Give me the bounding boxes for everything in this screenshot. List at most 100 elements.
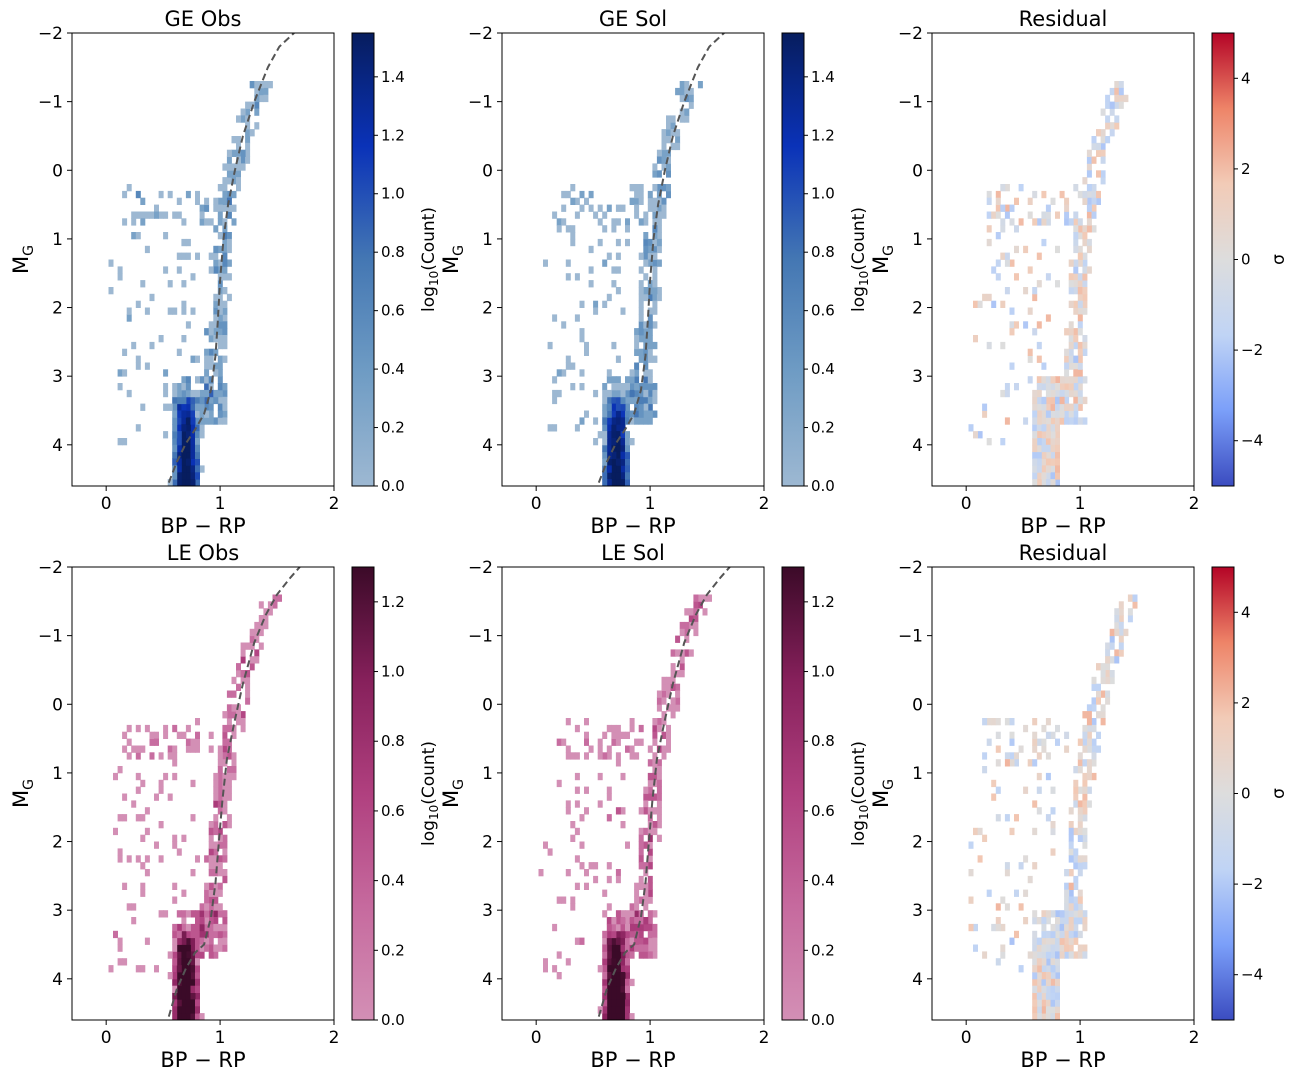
- heatmap-cell: [625, 917, 630, 925]
- heatmap-cell: [656, 218, 662, 226]
- heatmap-cell: [263, 87, 269, 96]
- colorbar-tick-label: 0.0: [381, 1011, 405, 1029]
- heatmap-cell: [1082, 779, 1088, 788]
- heatmap-cell: [561, 218, 567, 226]
- colorbar-tick-label: 1.2: [381, 126, 405, 144]
- heatmap-cell: [195, 389, 200, 398]
- heatmap-cell: [1036, 772, 1042, 781]
- heatmap-cell: [661, 718, 667, 726]
- x-tick-label: 0: [101, 494, 112, 514]
- heatmap-cell: [615, 438, 621, 446]
- heatmap-cell: [652, 245, 658, 254]
- heatmap-cell: [625, 465, 630, 473]
- heatmap-cell: [634, 376, 640, 384]
- heatmap-cell: [1055, 479, 1060, 486]
- heatmap-cell: [1068, 889, 1074, 897]
- heatmap-cell: [570, 232, 576, 240]
- heatmap-cell: [1091, 683, 1097, 691]
- heatmap-cell: [638, 293, 644, 302]
- heatmap-cell: [679, 108, 685, 116]
- heatmap-cell: [1041, 985, 1047, 993]
- heatmap-cell: [1105, 663, 1111, 671]
- heatmap-cell: [199, 903, 205, 911]
- heatmap-cell: [1023, 786, 1029, 794]
- heatmap-cell: [1045, 999, 1051, 1007]
- heatmap-cell: [122, 793, 128, 801]
- heatmap-cell: [158, 211, 164, 219]
- heatmap-cell: [629, 910, 635, 918]
- heatmap-cell: [593, 875, 599, 884]
- heatmap-cell: [1036, 424, 1042, 432]
- heatmap-cell: [634, 190, 640, 199]
- heatmap-cell: [131, 800, 137, 808]
- x-axis-label: BP − RP: [1020, 514, 1105, 538]
- heatmap-cell: [656, 204, 662, 212]
- heatmap-cell: [181, 992, 187, 1000]
- heatmap-cell: [647, 786, 653, 794]
- heatmap-cell: [167, 479, 173, 486]
- heatmap-cell: [1077, 245, 1083, 254]
- heatmap-cell: [144, 362, 150, 370]
- heatmap-cell: [1068, 821, 1074, 829]
- heatmap-cell: [579, 937, 585, 945]
- heatmap-cell: [1004, 252, 1010, 260]
- heatmap-cell: [1055, 280, 1060, 288]
- heatmap-cell: [606, 958, 612, 966]
- heatmap-cell: [1077, 800, 1083, 808]
- heatmap-cell: [204, 917, 210, 925]
- heatmap-cell: [1068, 355, 1074, 363]
- heatmap-cell: [226, 177, 232, 185]
- heatmap-cell: [1091, 697, 1097, 705]
- heatmap-cell: [135, 855, 141, 863]
- heatmap-cell: [1073, 218, 1079, 226]
- heatmap-cell: [995, 923, 1001, 932]
- heatmap-cell: [181, 937, 187, 945]
- heatmap-cell: [620, 972, 626, 980]
- heatmap-cell: [213, 328, 219, 336]
- heatmap-cell: [675, 142, 681, 151]
- colorbar-tick-label: 0.2: [811, 419, 835, 437]
- heatmap-cell: [638, 307, 644, 315]
- heatmap-cell: [140, 862, 146, 870]
- heatmap-cell: [190, 403, 196, 411]
- heatmap-cell: [643, 793, 649, 801]
- heatmap-cell: [135, 362, 141, 370]
- heatmap-cell: [236, 184, 241, 192]
- heatmap-cell: [1118, 87, 1124, 96]
- heatmap-cell: [643, 369, 649, 377]
- heatmap-cell: [1041, 211, 1047, 219]
- y-tick-label: 3: [52, 901, 63, 921]
- heatmap-cell: [1045, 451, 1051, 459]
- heatmap-cell: [172, 458, 178, 466]
- heatmap-cell: [679, 94, 685, 103]
- heatmap-cell: [1082, 793, 1088, 801]
- y-tick-label: 2: [482, 833, 493, 853]
- heatmap-cell: [181, 389, 187, 398]
- heatmap-cell: [643, 417, 649, 425]
- heatmap-cell: [574, 424, 580, 432]
- heatmap-cell: [656, 724, 662, 733]
- heatmap-cell: [588, 245, 594, 254]
- heatmap-cell: [217, 745, 223, 753]
- heatmap-cell: [620, 451, 626, 459]
- heatmap-cell: [1082, 855, 1088, 863]
- heatmap-cell: [1082, 923, 1088, 932]
- heatmap-cell: [1114, 608, 1120, 616]
- heatmap-cell: [231, 204, 237, 212]
- heatmap-cell: [643, 827, 649, 836]
- heatmap-cell: [245, 149, 251, 157]
- heatmap-cell: [652, 718, 658, 726]
- heatmap-cell: [1041, 438, 1047, 446]
- heatmap-cell: [190, 465, 196, 473]
- heatmap-cell: [625, 1006, 630, 1014]
- heatmap-cell: [172, 1006, 178, 1014]
- heatmap-cell: [1045, 472, 1051, 480]
- heatmap-cell: [606, 376, 612, 384]
- heatmap-cell: [1018, 903, 1024, 911]
- heatmap-cell: [1086, 724, 1092, 733]
- heatmap-cell: [172, 451, 178, 459]
- heatmap-cell: [185, 738, 191, 746]
- heatmap-cell: [204, 376, 210, 384]
- heatmap-cell: [1064, 348, 1070, 356]
- heatmap-cell: [176, 951, 182, 959]
